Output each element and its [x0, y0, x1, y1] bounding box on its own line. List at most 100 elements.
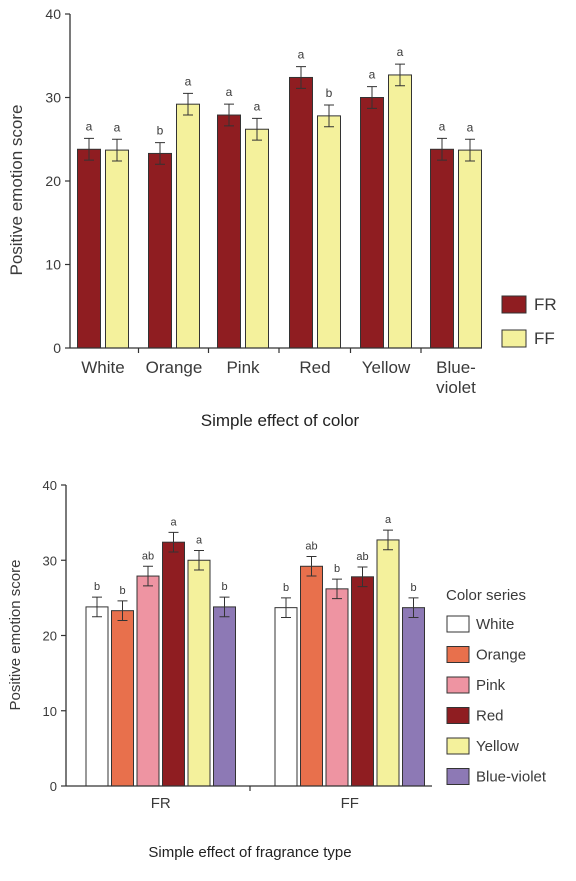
- legend-swatch-ff: [501, 329, 527, 348]
- legend-title: Color series: [446, 587, 526, 604]
- bar-yellow-ff: [376, 539, 400, 787]
- error-bar: [357, 566, 368, 588]
- significance-letter: a: [467, 120, 474, 134]
- x-tick-label: Yellow: [362, 358, 411, 377]
- error-bar: [92, 596, 102, 618]
- error-bar: [155, 142, 165, 165]
- bar-blue-violet-fr: [213, 606, 236, 787]
- error-bar: [219, 596, 230, 618]
- bar-fr-red: [289, 76, 313, 349]
- significance-letter: a: [298, 48, 305, 62]
- y-tick-label: 0: [53, 340, 61, 356]
- error-bar: [252, 117, 262, 141]
- bar-ff-yellow: [388, 74, 412, 349]
- y-axis-label: Positive emotion score: [7, 104, 26, 275]
- significance-letters: a a b a a a a b a a a a: [86, 45, 474, 137]
- x-tick-label: Blue-: [436, 358, 476, 377]
- bar-ff-pink: [245, 128, 269, 349]
- bar-pink-ff: [325, 588, 349, 787]
- significance-letter: a: [369, 68, 376, 82]
- y-axis-label: Positive emotion score: [7, 560, 24, 711]
- significance-letter: a: [86, 119, 93, 133]
- error-bar: [306, 555, 317, 577]
- bar-fr-orange: [148, 152, 172, 349]
- error-bar: [383, 529, 393, 551]
- significance-letter: a: [114, 120, 121, 134]
- legend-swatch-white: [446, 615, 470, 633]
- error-bar: [168, 531, 179, 553]
- y-tick-label: 30: [45, 90, 61, 106]
- bar-fr-blue-violet: [430, 148, 454, 349]
- bar-ff-red: [317, 115, 341, 349]
- error-bar: [117, 600, 128, 621]
- x-tick-label: violet: [436, 378, 476, 397]
- y-tick-label: 10: [45, 257, 61, 273]
- error-bar: [465, 138, 475, 162]
- y-tick-label: 40: [43, 478, 57, 493]
- significance-letter: a: [385, 514, 392, 526]
- error-bars: [84, 63, 475, 165]
- significance-letter: b: [283, 582, 289, 594]
- axes: [65, 13, 482, 353]
- legend-label: FF: [534, 329, 555, 348]
- x-tick-label: Pink: [226, 358, 260, 377]
- error-bar: [408, 597, 419, 618]
- error-bar: [332, 578, 342, 600]
- y-tick-label: 30: [43, 553, 57, 568]
- legend-swatch-blue-violet: [446, 768, 470, 785]
- chart-caption: Simple effect of fragrance type: [148, 844, 351, 861]
- bar-ff-orange: [176, 103, 200, 349]
- error-bar: [143, 565, 153, 587]
- y-tick-label: 20: [45, 173, 61, 189]
- error-bar: [281, 597, 291, 618]
- legend-swatch-red: [446, 707, 470, 724]
- significance-letter: a: [196, 534, 203, 546]
- legend-swatch-yellow: [446, 737, 470, 755]
- significance-letter: b: [326, 86, 333, 100]
- x-tick-label: Orange: [146, 358, 203, 377]
- legend-label: Pink: [476, 677, 506, 694]
- error-bar: [112, 138, 122, 162]
- bar-blue-violet-ff: [402, 607, 425, 787]
- bar-orange-ff: [300, 565, 323, 787]
- significance-letter: a: [170, 516, 177, 528]
- y-tick-label: 0: [50, 779, 57, 794]
- significance-letter: a: [254, 99, 261, 113]
- chart-caption: Simple effect of color: [201, 411, 360, 430]
- legend: FR FF: [501, 295, 557, 348]
- x-tick-label: Red: [299, 358, 330, 377]
- legend-swatch-fr: [501, 295, 527, 314]
- legend-label: Yellow: [476, 738, 519, 755]
- significance-letter: b: [94, 581, 100, 593]
- error-bar: [324, 104, 334, 128]
- bar-fr-pink: [217, 114, 241, 349]
- legend-swatch-orange: [446, 646, 470, 663]
- significance-letter: b: [119, 585, 125, 597]
- significance-letter: a: [185, 74, 192, 88]
- error-bar: [296, 66, 306, 89]
- axes: [61, 484, 432, 791]
- significance-letter: a: [439, 119, 446, 133]
- y-tick-label: 10: [43, 704, 57, 719]
- significance-letter: a: [397, 45, 404, 59]
- error-bar: [367, 86, 377, 109]
- chart-color-effect: a a b a a a a b a a a a 0 10 20 30 40 White Orange Pink Re…: [7, 6, 557, 430]
- bar-ff-white: [105, 149, 129, 349]
- y-tick-labels: 0 10 20 30 40: [43, 478, 57, 794]
- error-bar: [224, 103, 234, 127]
- bar-fr-yellow: [360, 97, 384, 349]
- significance-letter: a: [226, 85, 233, 99]
- x-tick-label: FF: [341, 795, 359, 812]
- y-tick-label: 20: [43, 629, 57, 644]
- significance-letter: ab: [356, 551, 368, 563]
- bar-red-fr: [162, 541, 185, 787]
- bar-orange-fr: [111, 610, 134, 787]
- bar-ff-blue-violet: [458, 149, 482, 349]
- legend-label: Red: [476, 708, 504, 725]
- significance-letter: b: [334, 563, 340, 575]
- error-bar: [437, 137, 447, 161]
- error-bar: [84, 137, 94, 161]
- error-bar: [183, 92, 193, 116]
